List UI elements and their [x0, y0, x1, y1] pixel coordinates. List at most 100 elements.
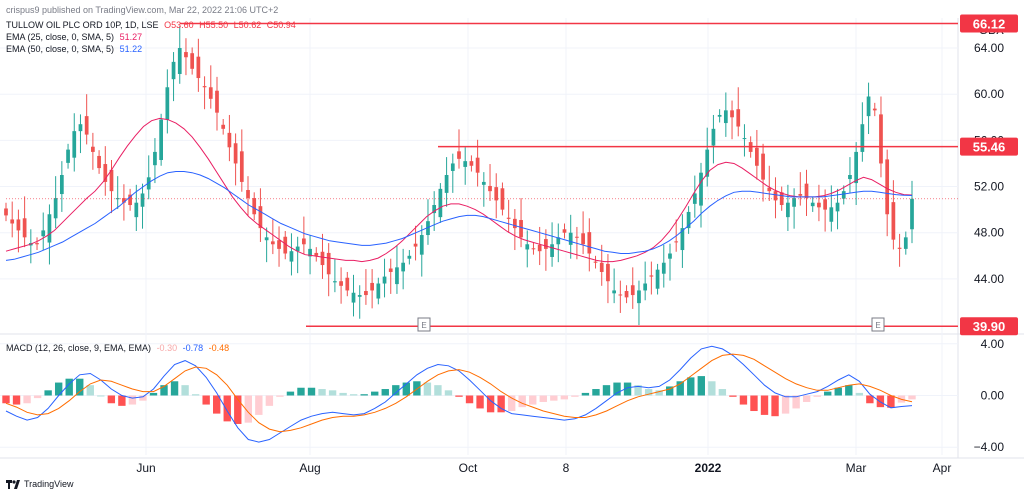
macd-histogram-bar [581, 392, 590, 396]
candle-body [72, 131, 77, 158]
macd-histogram-bar [402, 382, 411, 396]
ohlc-close: C50.94 [266, 20, 296, 30]
macd-histogram-bar [623, 382, 632, 396]
candle-body [457, 151, 461, 159]
macd-histogram-bar [529, 395, 537, 405]
candle-body [829, 207, 834, 222]
macd-histogram-bar [12, 395, 21, 405]
macd-histogram-bar [739, 395, 748, 405]
macd-histogram-bar [413, 381, 421, 396]
macd-histogram-bar [455, 395, 463, 397]
ema50-legend-row[interactable]: EMA (50, close, 0, SMA, 5) 51.22 [6, 44, 145, 55]
candle-body [302, 238, 306, 245]
macd-histogram-bar [802, 395, 811, 402]
level-price-tag [960, 317, 1018, 336]
time-tick-label: 8 [563, 461, 570, 475]
macd-tick-label: 4.00 [981, 337, 1005, 351]
macd-hist-value: -0.30 [156, 343, 178, 353]
macd-histogram-bar [286, 391, 295, 396]
macd-histogram-bar [139, 395, 147, 401]
time-tick-label: Jun [136, 461, 155, 475]
candle-body [153, 151, 157, 166]
candle-body [438, 188, 443, 218]
candle-body [550, 244, 554, 257]
candle-body [655, 269, 660, 289]
macd-histogram-bar [181, 385, 189, 396]
macd-histogram-bar [781, 395, 790, 414]
macd-histogram-bar [518, 395, 526, 408]
candle-body [910, 198, 914, 230]
candle-body [351, 292, 356, 303]
candle-body [755, 147, 759, 166]
candle-body [221, 124, 226, 129]
candle-body [128, 194, 132, 206]
macd-histogram-bar [297, 387, 305, 396]
macd-histogram-bar [223, 395, 231, 422]
level-price-label: 66.12 [973, 17, 1006, 32]
candle-body [488, 185, 492, 192]
macd-histogram-bar [634, 385, 642, 396]
candle-body [686, 211, 691, 229]
candle-body [767, 187, 772, 192]
candle-body [637, 290, 641, 304]
candle-body [35, 243, 39, 245]
candle-body [184, 52, 188, 58]
candle-body [165, 87, 170, 120]
candle-body [314, 252, 319, 256]
macd-histogram-bar [307, 387, 316, 396]
macd-signal-line [5, 353, 913, 433]
candle-body [364, 291, 368, 296]
symbol-legend-row: TULLOW OIL PLC ORD 10P, 1D, LSE O53.60 H… [6, 20, 299, 31]
candle-body [103, 164, 108, 182]
macd-histogram-bar [792, 395, 800, 409]
candle-body [519, 220, 523, 238]
earnings-marker-label: E [875, 321, 880, 330]
candle-body [903, 237, 908, 249]
tradingview-branding[interactable]: TradingView [6, 479, 74, 489]
candle-body [171, 61, 176, 80]
candle-body [413, 243, 418, 247]
brand-name: TradingView [24, 479, 74, 489]
time-tick-label: Aug [299, 461, 320, 475]
macd-line [5, 345, 913, 443]
macd-histogram-bar [887, 395, 895, 408]
candle-body [246, 190, 250, 199]
candle-body [879, 114, 883, 164]
candle-body [41, 230, 46, 237]
candle-body [47, 214, 52, 243]
ema50-value: 51.22 [119, 44, 143, 54]
candle-body [537, 244, 542, 252]
candle-body [444, 175, 449, 193]
macd-histogram-bar [149, 392, 158, 396]
earnings-marker-label: E [421, 321, 426, 330]
candle-body [804, 183, 809, 199]
time-tick-label: Apr [933, 461, 952, 475]
candle-body [512, 218, 517, 229]
candle-body [401, 262, 406, 272]
candle-body [817, 202, 821, 208]
macd-legend-row[interactable]: MACD (12, 26, close, 9, EMA, EMA) -0.30 … [6, 343, 232, 354]
candle-body [66, 149, 70, 163]
candle-body [177, 48, 182, 74]
candle-body [239, 151, 244, 182]
candle-body [91, 146, 95, 152]
candle-body [264, 237, 269, 241]
macd-label: MACD (12, 26, close, 9, EMA, EMA) [6, 343, 152, 353]
candle-body [283, 236, 288, 254]
macd-histogram-bar [824, 391, 832, 396]
candle-body [779, 192, 784, 206]
macd-histogram-bar [434, 385, 442, 396]
macd-histogram-group [2, 376, 916, 424]
candle-body [593, 261, 598, 263]
macd-histogram-bar [655, 390, 663, 396]
macd-histogram-bar [834, 387, 842, 396]
price-tick-label: 48.00 [974, 226, 1004, 240]
macd-histogram-bar [423, 382, 432, 396]
candle-body [717, 114, 722, 117]
ema25-legend-row[interactable]: EMA (25, close, 0, SMA, 5) 51.27 [6, 32, 145, 43]
macd-histogram-bar [86, 385, 94, 396]
macd-histogram-bar [2, 395, 10, 404]
macd-histogram-bar [349, 394, 358, 396]
macd-histogram-bar [771, 395, 779, 417]
